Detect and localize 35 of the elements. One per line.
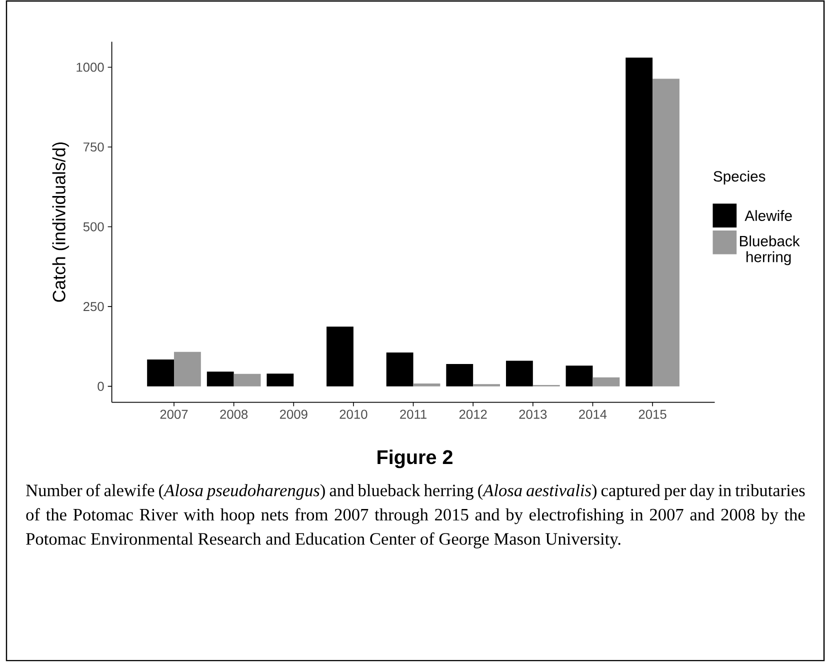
x-tick-label: 2009 bbox=[280, 410, 308, 420]
bar bbox=[326, 326, 354, 387]
text: Figure 2 bbox=[378, 450, 452, 468]
legend-title: Species bbox=[714, 170, 766, 185]
x-tick-label: 2008 bbox=[220, 410, 248, 420]
bar bbox=[652, 78, 680, 387]
bar bbox=[506, 361, 533, 387]
bar bbox=[473, 384, 500, 387]
bar bbox=[446, 364, 474, 387]
y-tick-label: 1000 bbox=[76, 62, 104, 72]
bar bbox=[266, 374, 294, 387]
bar bbox=[592, 378, 620, 387]
bar bbox=[234, 374, 261, 387]
bar bbox=[147, 360, 174, 387]
y-tick-label: 0 bbox=[98, 382, 104, 392]
bar bbox=[386, 352, 414, 387]
legend-label: Alewife bbox=[744, 210, 792, 222]
y-tick-label: 500 bbox=[83, 222, 104, 232]
x-tick-label: 2007 bbox=[160, 410, 188, 420]
x-tick-label: 2014 bbox=[579, 410, 607, 420]
x-tick-label: 2010 bbox=[340, 410, 368, 420]
x-tick-label: 2012 bbox=[459, 410, 487, 420]
y-tick-label: 750 bbox=[84, 142, 104, 152]
bar bbox=[626, 58, 653, 387]
bar bbox=[566, 366, 593, 387]
bar bbox=[174, 352, 201, 387]
text: Number of alewife (Alosa pseudoharengus) and blueback herring (Alosa aestivalis) captured per day in tributaries of the Potomac River with hoop nets from 2007 through 2015 and by electrofishing in 2007 and 2008 by the Potomac Environmental Research and Education Center of George Mason University. bbox=[26, 484, 805, 549]
legend-label: Blueback herring bbox=[740, 236, 800, 266]
x-tick-label: 2015 bbox=[638, 410, 666, 420]
x-tick-label: 2011 bbox=[400, 410, 426, 420]
x-tick-label: 2013 bbox=[519, 410, 547, 420]
y-tick-label: 250 bbox=[84, 302, 104, 312]
bar bbox=[413, 384, 440, 387]
bar bbox=[206, 372, 234, 387]
y-axis-title: Catch (individuals/d) bbox=[52, 142, 69, 302]
